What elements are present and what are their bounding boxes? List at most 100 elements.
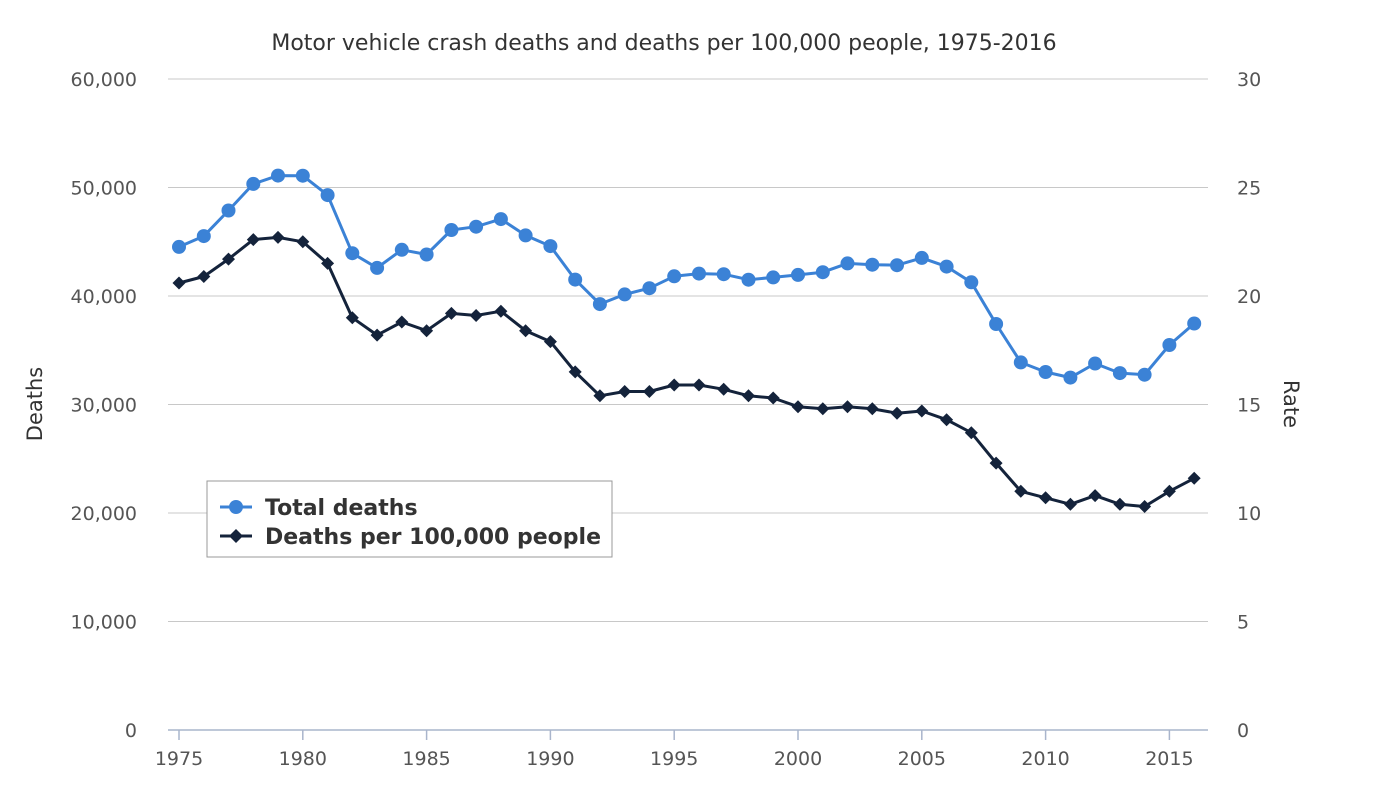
data-point[interactable] [1063,497,1077,511]
data-point[interactable] [172,239,186,254]
data-point[interactable] [1014,484,1028,498]
data-point[interactable] [395,315,409,329]
data-point[interactable] [1138,500,1152,513]
data-point[interactable] [271,230,285,244]
data-point[interactable] [519,324,533,338]
data-point[interactable] [543,239,558,254]
data-point[interactable] [493,212,508,227]
data-point[interactable] [1088,356,1103,371]
data-point[interactable] [197,270,211,283]
y-right-tick-label: 30 [1237,69,1261,91]
data-point[interactable] [841,400,854,414]
data-point[interactable] [419,247,434,262]
data-point[interactable] [915,404,929,418]
data-point[interactable] [840,256,855,271]
data-point[interactable] [1038,365,1053,379]
data-point[interactable] [989,456,1003,470]
data-point[interactable] [716,267,731,282]
data-point[interactable] [1113,497,1127,511]
data-point[interactable] [593,389,607,403]
data-point[interactable] [221,203,236,218]
data-point[interactable] [1187,471,1201,485]
data-point[interactable] [592,297,607,312]
data-point[interactable] [617,287,632,302]
data-point[interactable] [1162,484,1176,498]
data-point[interactable] [865,257,880,272]
data-point[interactable] [420,324,434,338]
data-point[interactable] [246,176,261,191]
data-point[interactable] [964,275,979,290]
data-point[interactable] [543,335,557,349]
data-point[interactable] [1088,489,1102,503]
data-point[interactable] [939,259,954,274]
data-point[interactable] [370,260,385,275]
data-point[interactable] [320,188,335,203]
data-point[interactable] [1063,370,1078,385]
data-point[interactable] [766,391,780,405]
y-left-tick-label: 0 [125,720,137,742]
series-0 [172,168,1202,385]
data-point[interactable] [816,402,830,416]
x-tick-label: 1995 [650,748,698,770]
y-right-tick-label: 25 [1237,178,1261,200]
data-point[interactable] [940,413,954,427]
data-point[interactable] [815,265,830,280]
data-point[interactable] [1162,338,1177,352]
data-point[interactable] [865,402,879,416]
data-point[interactable] [568,365,582,379]
data-point[interactable] [914,250,929,265]
data-point[interactable] [296,235,310,249]
data-point[interactable] [246,233,260,247]
data-point[interactable] [1137,367,1152,382]
legend[interactable]: Total deaths Deaths per 100,000 people [206,480,613,558]
legend-box [206,480,613,558]
data-point[interactable] [444,306,458,320]
series-layer [172,168,1202,513]
data-point[interactable] [469,219,484,234]
series-line [178,174,1196,380]
data-point[interactable] [568,272,583,287]
data-point[interactable] [989,317,1004,331]
data-point[interactable] [791,400,805,414]
y-left-tick-label: 40,000 [71,286,137,308]
data-point[interactable] [345,246,360,261]
y-right-tick-label: 15 [1237,395,1261,417]
data-point[interactable] [717,382,731,396]
data-point[interactable] [741,272,756,287]
data-point[interactable] [1039,491,1053,505]
data-point[interactable] [295,168,310,183]
data-point[interactable] [667,269,682,284]
data-point[interactable] [196,229,211,244]
data-point[interactable] [692,266,706,281]
data-point[interactable] [172,276,186,290]
data-point[interactable] [394,242,409,257]
y-right-tick-label: 5 [1237,612,1249,634]
data-point[interactable] [469,309,483,322]
data-point[interactable] [742,389,755,403]
x-tick-label: 2010 [1021,748,1069,770]
data-point[interactable] [1187,316,1202,331]
data-point[interactable] [766,270,781,285]
data-point[interactable] [222,252,235,266]
legend-item-total-deaths[interactable]: Total deaths [220,496,418,521]
data-point[interactable] [1013,355,1028,370]
data-point[interactable] [642,385,656,398]
data-point[interactable] [618,385,632,398]
data-point[interactable] [494,304,508,318]
legend-item-deaths-per-100000[interactable]: Deaths per 100,000 people [220,525,601,550]
data-point[interactable] [1112,366,1127,381]
data-point[interactable] [271,168,285,183]
data-point[interactable] [890,258,904,273]
data-point[interactable] [444,223,459,237]
data-point[interactable] [321,256,335,270]
x-tick-label: 2005 [898,748,946,770]
data-point[interactable] [791,267,805,282]
data-point[interactable] [345,311,359,325]
data-point[interactable] [518,228,533,243]
data-point[interactable] [890,406,904,420]
data-point[interactable] [642,281,657,296]
data-point[interactable] [964,426,978,440]
data-point[interactable] [370,328,384,342]
data-point[interactable] [692,378,706,392]
data-point[interactable] [667,378,681,392]
